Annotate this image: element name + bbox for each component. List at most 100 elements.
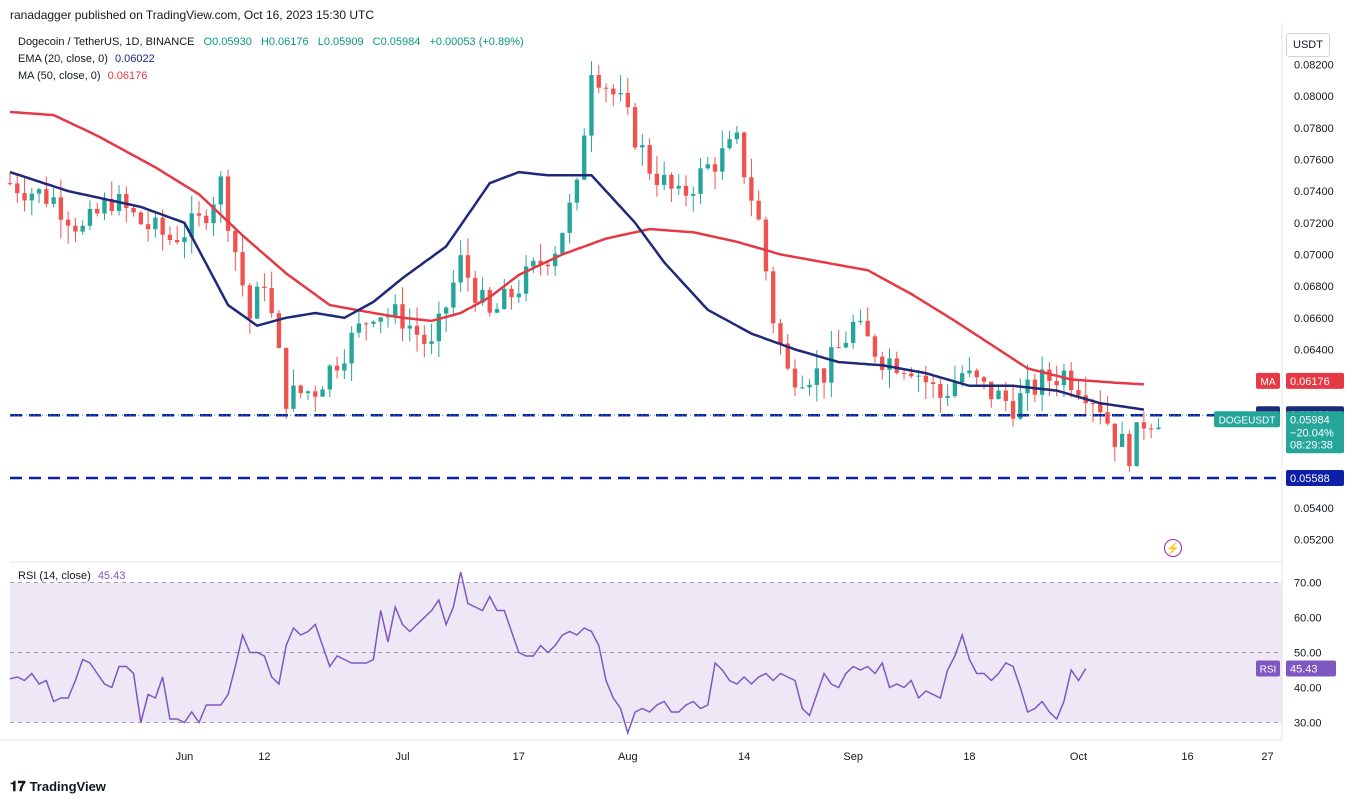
candle-body [872,336,878,357]
publisher-line: ranadagger published on TradingView.com,… [10,8,375,22]
ma-legend[interactable]: MA (50, close, 0) 0.06176 [18,70,147,82]
price-tick-label: 0.05400 [1294,503,1334,515]
candle-body [1119,433,1125,447]
candle-body [327,365,332,390]
candle-body [916,375,921,377]
price-tick-label: 0.07200 [1294,218,1334,230]
candle-body [683,185,689,196]
currency-button[interactable]: USDT [1286,33,1330,57]
ma-tag-label: MA [1261,377,1276,388]
candle-body [836,347,841,349]
candle-body [960,373,965,383]
candle-body [821,368,827,383]
candle-body [582,135,587,180]
candle-body [174,239,180,243]
candle-body [153,217,158,230]
candle-body [981,377,987,382]
price-tick-label: 0.07600 [1294,154,1334,166]
candle-body [560,232,565,254]
candle-body [284,347,289,409]
price-tick-label: 0.07400 [1294,186,1334,198]
candle-body [865,320,870,337]
candle-body [451,282,456,308]
candle-body [509,288,514,298]
candle-body [1105,412,1110,424]
candle-body [480,289,485,303]
candle-body [1148,428,1154,430]
candle-body [574,179,580,203]
candle-body [1039,369,1045,395]
candle-body [654,173,660,185]
rsi-legend[interactable]: RSI (14, close) 45.43 [18,570,125,582]
alert-icon[interactable]: ⚡ [1164,539,1182,557]
candle-body [36,189,42,194]
candle-body [487,289,492,313]
candle-body [80,225,85,232]
open-value: O0.05930 [203,36,252,48]
candle-body [945,395,950,398]
candle-body [996,390,1001,400]
candle-body [29,193,34,201]
candle-body [7,183,13,185]
candle-body [233,230,238,253]
price-tick-label: 0.06400 [1294,344,1334,356]
candle-body [400,304,405,329]
candle-body [880,356,885,370]
candle-body [102,199,107,214]
candle-body [625,92,631,108]
candle-body [611,88,616,95]
price-tick-label: 0.06600 [1294,313,1334,325]
candle-body [1098,404,1103,413]
close-value: C0.05984 [372,36,421,48]
rsi-legend-label: RSI (14, close) [18,570,91,582]
candle-body [138,212,144,225]
candle-body [589,75,594,136]
ma-legend-label: MA (50, close, 0) [18,70,101,82]
candle-body [785,343,790,369]
candle-body [756,200,761,220]
candle-body [291,385,296,409]
candle-body [378,317,383,322]
candle-body [1054,380,1059,386]
candle-body [44,189,49,204]
ema-legend[interactable]: EMA (20, close, 0) 0.06022 [18,53,155,65]
last-price-badge-extra: 08:29:38 [1290,439,1333,451]
candle-body [1003,390,1008,401]
price-tick-label: 0.07800 [1294,123,1334,135]
candle-body [734,132,740,140]
time-tick-label: 16 [1181,751,1193,763]
candle-body [800,387,805,389]
symbol-legend: Dogecoin / TetherUS, 1D, BINANCE O0.0593… [18,36,524,48]
candle-body [240,252,245,286]
candle-body [1141,422,1147,429]
candle-body [182,237,187,243]
tradingview-brand[interactable]: 𝟏𝟕 TradingView [10,778,106,795]
ema-legend-label: EMA (20, close, 0) [18,53,108,65]
price-tick-label: 0.06800 [1294,281,1334,293]
candle-body [1090,403,1096,405]
candle-body [727,139,732,149]
candle-body [458,255,463,283]
candle-body [516,293,521,298]
ma-legend-value: 0.06176 [107,70,148,82]
rsi-tick-label: 40.00 [1294,683,1322,695]
time-tick-label: Jun [176,751,194,763]
last-price-badge-extra: −20.04% [1290,427,1334,439]
candle-body [567,202,572,233]
time-tick-label: 17 [513,751,525,763]
candle-body [65,219,71,226]
candle-body [443,307,449,314]
candle-body [661,174,667,185]
symbol-name[interactable]: Dogecoin / TetherUS, 1D, BINANCE [18,36,195,48]
candle-body [720,148,725,172]
candle-body [269,288,274,314]
candle-body [371,321,376,324]
candle-body [952,382,958,396]
candle-body [989,381,994,400]
candle-body [429,341,434,344]
tradingview-brand-label: TradingView [29,779,106,794]
candle-body [204,215,209,224]
rsi-band [10,582,1282,723]
candle-body [814,368,819,385]
